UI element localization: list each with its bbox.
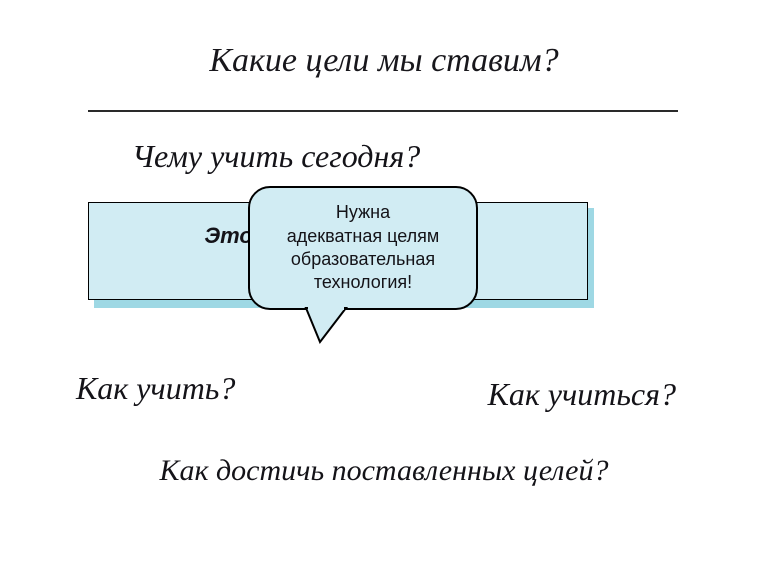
callout-line1: Нужна: [336, 202, 390, 222]
subquestion: Чему учить сегодня?: [132, 138, 420, 175]
callout-tail-icon: [302, 306, 362, 346]
callout-bubble: Нужна адекватная целям образовательная т…: [248, 186, 478, 310]
bottom-question: Как достичь поставленных целей?: [0, 454, 768, 488]
divider: [88, 110, 678, 112]
title: Какие цели мы ставим?: [0, 42, 768, 80]
question-right: Как учиться?: [488, 376, 676, 413]
callout-line3: образовательная: [291, 249, 435, 269]
callout-text: Нужна адекватная целям образовательная т…: [277, 201, 449, 295]
question-left: Как учить?: [76, 370, 235, 407]
callout-line2: адекватная целям: [287, 226, 439, 246]
slide: Какие цели мы ставим? Чему учить сегодня…: [0, 0, 768, 576]
callout-line4: технология!: [314, 272, 412, 292]
